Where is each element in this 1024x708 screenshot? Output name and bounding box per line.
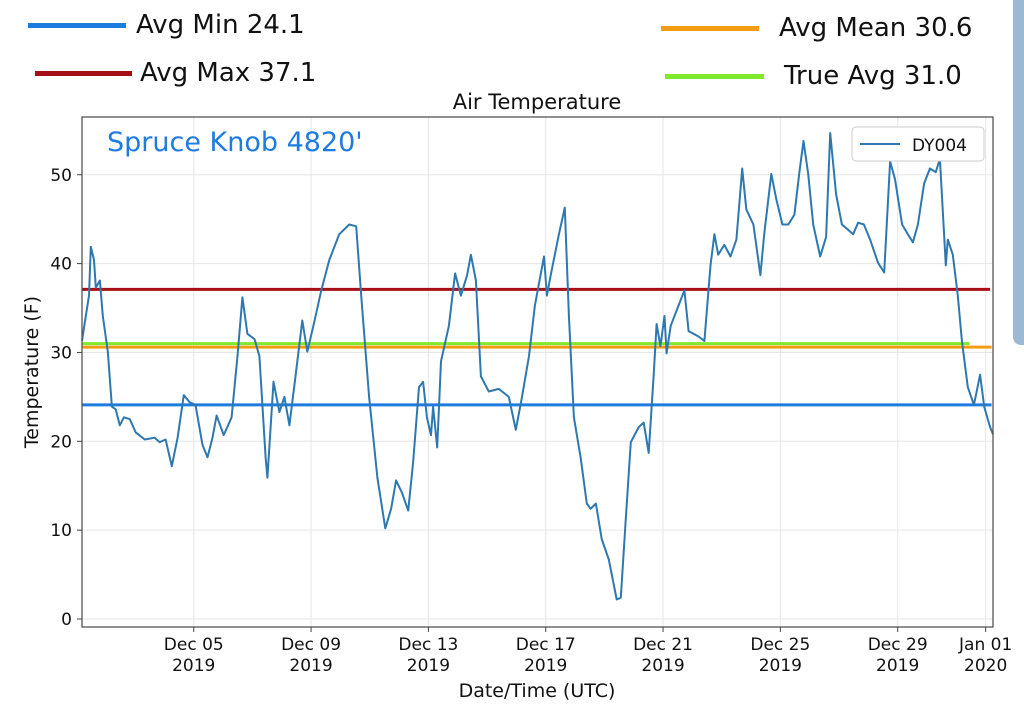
chart-title: Air Temperature — [453, 90, 622, 114]
series-legend: DY004 — [851, 126, 985, 162]
side-panel-edge — [1013, 0, 1024, 345]
x-tick-label-year: 2019 — [172, 656, 215, 676]
x-tick-label: Dec 21 — [633, 635, 693, 655]
x-tick-label: Dec 17 — [516, 635, 576, 655]
x-tick-label-year: 2019 — [289, 656, 332, 676]
x-tick-label: Dec 05 — [164, 635, 224, 655]
series-legend-box — [851, 126, 985, 162]
reference-lines — [82, 287, 992, 407]
legend-swatch-avg-min — [28, 22, 126, 28]
x-tick-label-year: 2019 — [524, 656, 567, 676]
legend-avg-min: Avg Min 24.1 — [28, 10, 305, 40]
legend-avg-mean: Avg Mean 30.6 — [661, 13, 972, 43]
x-tick-label: Jan 01 — [958, 635, 1012, 655]
x-tick-label-year: 2019 — [641, 656, 684, 676]
series-legend-label: DY004 — [912, 136, 967, 156]
legend-label-true-avg: True Avg 31.0 — [784, 61, 962, 91]
legend-true-avg: True Avg 31.0 — [665, 61, 962, 91]
y-tick-label: 0 — [61, 610, 72, 630]
x-axis-label: Date/Time (UTC) — [459, 680, 616, 702]
station-annotation: Spruce Knob 4820' — [107, 127, 363, 158]
x-tick-label-year: 2019 — [759, 656, 802, 676]
legend-swatch-avg-mean — [661, 25, 759, 31]
legend-swatch-avg-max — [35, 70, 132, 76]
legend-label-avg-mean: Avg Mean 30.6 — [779, 13, 973, 43]
x-tick-label-year: 2019 — [876, 656, 919, 676]
x-tick-label: Dec 13 — [398, 635, 458, 655]
x-tick-label-year: 2019 — [407, 656, 450, 676]
x-tick-label: Dec 25 — [750, 635, 810, 655]
series-line-dy004 — [81, 132, 994, 601]
legend-label-avg-max: Avg Max 37.1 — [140, 58, 317, 88]
y-axis: 0 10 20 30 40 50 — [50, 166, 82, 630]
plot-frame — [81, 116, 994, 628]
legend-label-avg-min: Avg Min 24.1 — [136, 10, 305, 40]
y-tick-label: 30 — [50, 343, 72, 363]
y-tick-label: 40 — [50, 255, 72, 275]
x-tick-label: Dec 09 — [281, 635, 341, 655]
x-tick-label: Dec 29 — [868, 635, 928, 655]
grid — [82, 117, 993, 627]
y-tick-label: 10 — [50, 521, 72, 541]
y-axis-label: Temperature (F) — [21, 296, 43, 449]
legend-swatch-true-avg — [665, 73, 764, 79]
y-tick-label: 20 — [50, 432, 72, 452]
x-tick-label-year: 2020 — [964, 656, 1007, 676]
y-tick-label: 50 — [50, 166, 72, 186]
legend-avg-max: Avg Max 37.1 — [35, 58, 316, 88]
